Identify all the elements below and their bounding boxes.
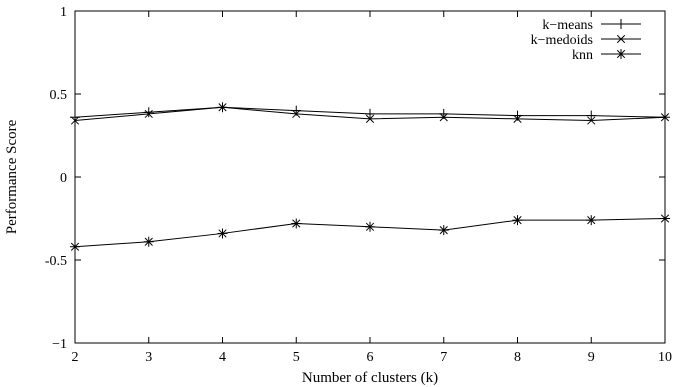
marker-stroke [513, 114, 522, 124]
marker-stroke [513, 216, 522, 225]
marker-stroke [439, 113, 448, 122]
y-tick-label: −1 [52, 337, 67, 352]
series-2 [70, 213, 670, 252]
marker-stroke [365, 222, 375, 231]
x-tick-label: 6 [367, 350, 374, 365]
marker-stroke [144, 109, 153, 119]
x-tick-label: 7 [440, 350, 447, 365]
x-tick-label: 4 [219, 350, 226, 365]
legend-label: k−medoids [531, 33, 593, 48]
series-layer [70, 102, 670, 252]
x-tick-label: 3 [145, 350, 152, 365]
data-point [217, 228, 228, 239]
y-tick-label: 1 [60, 5, 67, 20]
marker-stroke [660, 113, 670, 122]
marker-stroke [144, 237, 153, 246]
marker-stroke [365, 114, 375, 124]
legend-marker [616, 49, 626, 59]
data-point [291, 218, 302, 229]
x-tick-label: 9 [588, 350, 595, 365]
data-point [143, 107, 154, 118]
y-tick-label: 0 [60, 171, 67, 186]
x-tick-label: 10 [658, 350, 672, 365]
marker-stroke [587, 116, 596, 125]
marker-stroke [616, 49, 626, 59]
data-point [70, 241, 80, 252]
data-point [438, 225, 449, 236]
data-point [586, 110, 597, 121]
y-tick-label: 0.5 [50, 88, 68, 103]
data-point [660, 213, 670, 224]
data-point [365, 221, 375, 232]
data-point [439, 113, 448, 122]
legend-marker [616, 19, 626, 29]
data-point [365, 108, 375, 119]
x-tick-label: 2 [72, 350, 79, 365]
legend-label: k−means [542, 18, 593, 33]
data-point [143, 236, 154, 247]
marker-stroke [70, 242, 80, 251]
data-point [218, 103, 227, 112]
marker-stroke [218, 103, 227, 112]
y-axis-label: Performance Score [4, 119, 20, 234]
y-tick-label: -0.5 [45, 254, 67, 269]
data-point [512, 215, 523, 226]
legend-label: knn [572, 48, 593, 63]
legend-marker [616, 34, 626, 44]
marker-stroke [292, 219, 301, 228]
marker-stroke [616, 34, 626, 44]
data-point [513, 114, 522, 124]
x-tick-label: 8 [514, 350, 521, 365]
marker-stroke [218, 229, 227, 238]
axis-ticks: 2 3 4 5 6 7 8 9 10 1 0.5 0 -0.5 −1 [45, 5, 672, 365]
data-point [660, 113, 670, 122]
marker-stroke [587, 216, 596, 225]
x-tick-label: 5 [293, 350, 300, 365]
marker-stroke [439, 226, 448, 235]
data-point [586, 215, 597, 226]
marker-stroke [70, 116, 80, 125]
data-point [365, 114, 375, 124]
x-axis-label: Number of clusters (k) [302, 370, 438, 386]
data-point [70, 116, 80, 125]
marker-stroke [292, 109, 301, 119]
series-1 [70, 103, 670, 125]
data-point [144, 109, 153, 119]
data-point [587, 116, 596, 125]
marker-stroke [660, 214, 670, 223]
data-point [292, 109, 301, 119]
